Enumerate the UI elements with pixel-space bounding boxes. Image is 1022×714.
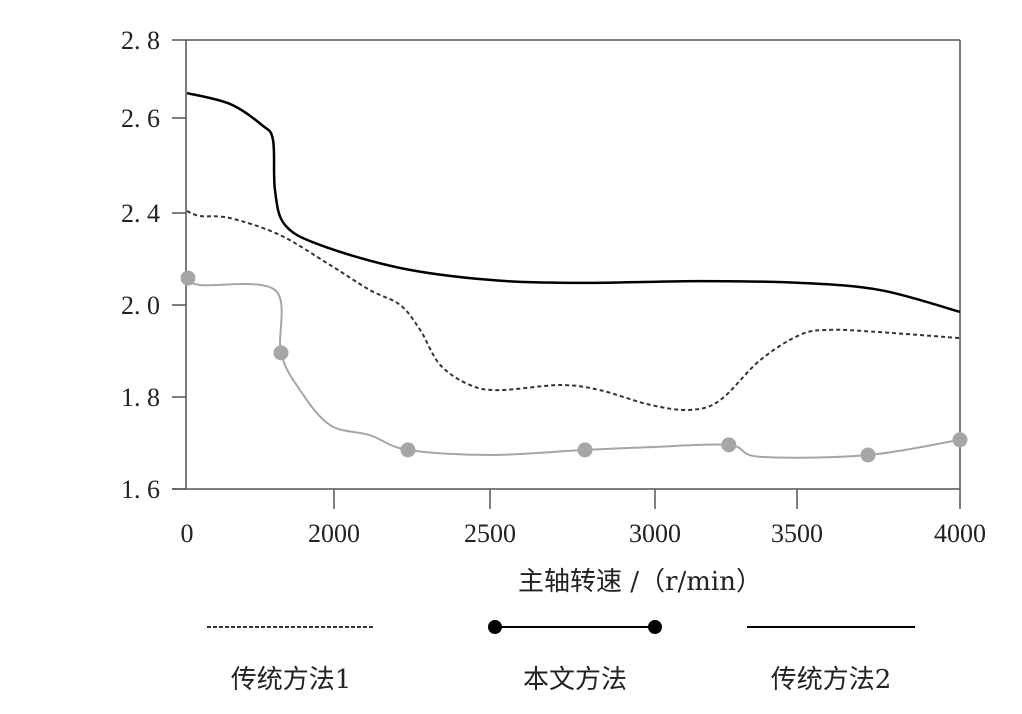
series-line-1: [186, 210, 961, 412]
y-tick-label: 2. 4: [121, 199, 160, 228]
legend-label: 传统方法2: [771, 665, 892, 695]
legend-marker: [488, 620, 502, 634]
legend-marker: [648, 620, 662, 634]
y-tick-label: 1. 8: [121, 383, 160, 412]
series-marker: [273, 345, 289, 361]
legend-label: 本文方法: [523, 665, 627, 695]
x-axis-label: 主轴转速 /（r/min）: [518, 567, 762, 597]
x-tick-label: 2500: [464, 519, 516, 548]
series-group: [180, 91, 968, 463]
series-marker: [577, 442, 593, 458]
y-tick-label: 2. 6: [121, 104, 160, 133]
legend: 传统方法1 本文方法 传统方法2: [207, 620, 915, 695]
x-tick-label: 2000: [308, 519, 360, 548]
y-tick-label: 2. 0: [121, 291, 160, 320]
series-marker: [721, 437, 737, 453]
x-tick-label: 4000: [934, 519, 986, 548]
series-marker: [952, 432, 968, 448]
series-marker: [860, 447, 876, 463]
y-tick-label: 2. 8: [121, 26, 160, 55]
series-line-2: [186, 277, 961, 459]
x-tick-label: 3500: [771, 519, 823, 548]
series-marker: [180, 270, 196, 286]
x-tick-label: 3000: [629, 519, 681, 548]
legend-label: 传统方法1: [231, 665, 352, 695]
series-line-3: [186, 91, 961, 314]
y-tick-label: 1. 6: [121, 475, 160, 504]
series-marker: [400, 442, 416, 458]
axes: 1. 6 1. 8 2. 0 2. 4 2. 6 2. 8 0 2000 2500 3000 350…: [121, 26, 986, 548]
x-tick-label: 0: [181, 519, 194, 548]
